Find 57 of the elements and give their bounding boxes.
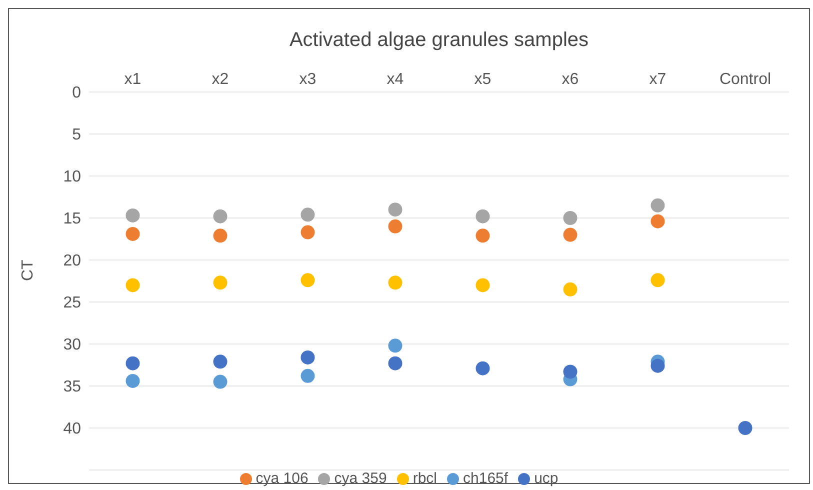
point (126, 278, 140, 292)
point (213, 228, 228, 243)
x-tick-label: Control (719, 71, 772, 88)
legend-label: rbcl (412, 470, 438, 487)
point (476, 278, 490, 292)
x-tick-label: x5 (474, 71, 492, 88)
point (563, 228, 578, 242)
point (213, 209, 228, 224)
legend-label: cya 106 (256, 470, 308, 487)
x-tick-label: x2 (212, 71, 229, 88)
point (388, 338, 402, 353)
point (476, 228, 490, 243)
point (126, 226, 140, 241)
point (388, 202, 402, 217)
point (388, 276, 402, 290)
legend-label: ucp (534, 470, 558, 487)
point (476, 361, 490, 376)
x-tick-label: x1 (124, 71, 142, 88)
point (213, 354, 228, 369)
y-tick-label: 15 (63, 210, 82, 228)
point (563, 364, 578, 379)
point (738, 421, 752, 435)
point (126, 356, 140, 370)
chart-title: Activated algae granules samples (288, 29, 590, 52)
y-tick-label: 10 (63, 168, 82, 186)
y-tick-label: 30 (63, 336, 82, 354)
point (126, 208, 140, 222)
point (563, 282, 578, 296)
y-axis-title: CT (20, 259, 37, 281)
x-tick-label: x6 (562, 71, 579, 88)
y-tick-label: 5 (72, 126, 82, 144)
point (563, 211, 578, 225)
point (650, 358, 665, 373)
legend-label: ch165f (463, 470, 508, 487)
y-tick-label: 20 (63, 252, 82, 270)
y-tick-label: 25 (63, 294, 82, 312)
point (300, 368, 315, 383)
legend-label: cya 359 (334, 470, 387, 487)
point (476, 209, 490, 224)
point (388, 219, 402, 234)
x-tick-label: x4 (386, 71, 404, 88)
point (300, 225, 315, 240)
point (213, 374, 228, 389)
point (300, 208, 315, 222)
x-tick-label: x3 (299, 71, 316, 88)
point (300, 273, 315, 288)
point (213, 276, 228, 290)
point (300, 350, 315, 364)
point (126, 374, 140, 388)
point (650, 214, 665, 228)
y-tick-label: 35 (63, 378, 82, 396)
point (388, 356, 402, 370)
point (650, 273, 665, 288)
y-tick-label: 0 (72, 84, 82, 102)
x-tick-label: x7 (649, 71, 666, 88)
y-tick-label: 40 (63, 420, 82, 438)
point (650, 198, 665, 212)
